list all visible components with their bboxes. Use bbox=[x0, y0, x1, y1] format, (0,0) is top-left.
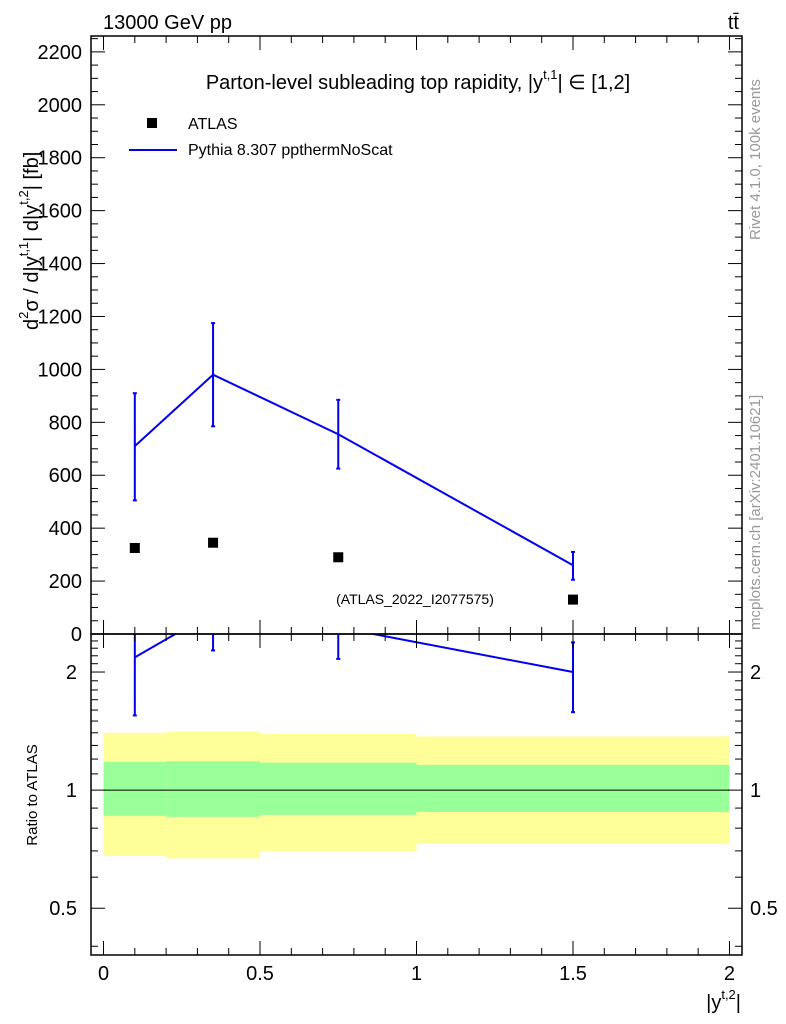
ratio-band-inner bbox=[416, 764, 730, 812]
x-tick-label: 1.5 bbox=[559, 963, 587, 985]
atlas-data-point bbox=[129, 543, 140, 554]
ratio-band-inner bbox=[260, 762, 417, 815]
ylabel-end: | [fb] bbox=[21, 152, 43, 191]
process-label: tt̄ bbox=[728, 12, 740, 34]
main-y-tick-label: 2000 bbox=[38, 95, 83, 117]
ratio-y-tick-label-left: 1 bbox=[66, 780, 77, 802]
analysis-watermark: (ATLAS_2022_I2077575) bbox=[336, 591, 494, 607]
xlabel-sup: t,2 bbox=[721, 987, 735, 1002]
ratio-y-tick-label-left: 0.5 bbox=[49, 898, 77, 920]
legend-pythia-label: Pythia 8.307 ppthermNoScat bbox=[188, 142, 393, 159]
x-tick-label: 0.5 bbox=[246, 963, 274, 985]
mcplots-reference-label: mcplots.cern.ch [arXiv:2401.10621] bbox=[747, 395, 764, 630]
x-tick-label: 0 bbox=[98, 963, 109, 985]
legend: ATLAS Pythia 8.307 ppthermNoScat bbox=[129, 116, 393, 159]
ylabel-sigma: σ / d|y bbox=[21, 256, 43, 311]
x-axis-label: |yt,2| bbox=[706, 987, 741, 1014]
rivet-version-label: Rivet 4.1.0, 100k events bbox=[747, 79, 764, 240]
ratio-y-tick-label-right: 0.5 bbox=[750, 898, 778, 920]
legend-atlas-marker bbox=[147, 118, 157, 128]
chart-title-main: Parton-level subleading top rapidity, |y bbox=[206, 72, 543, 94]
ratio-y-tick-label-left: 2 bbox=[66, 662, 77, 684]
main-y-tick-label: 200 bbox=[49, 571, 82, 593]
ratio-band-inner bbox=[166, 761, 261, 817]
chart-title-tail: | ∈ [1,2] bbox=[558, 72, 631, 94]
main-plot-frame: 0 200 400 600 800 1000 1200 1400 1600 1800 2000 220… bbox=[38, 35, 743, 646]
ylabel-sup-t2: t,2 bbox=[16, 190, 31, 204]
energy-label: 13000 GeV pp bbox=[103, 12, 232, 34]
chart-title-sup: t,1 bbox=[543, 67, 557, 82]
main-y-tick-label: 1600 bbox=[38, 201, 83, 223]
main-y-tick-label: 2200 bbox=[38, 42, 83, 64]
ratio-y-tick-label-right: 2 bbox=[750, 662, 761, 684]
pythia-line bbox=[134, 373, 574, 567]
main-y-tick-label: 1800 bbox=[38, 148, 83, 170]
main-y-tick-label: 800 bbox=[49, 412, 82, 434]
main-y-tick-label: 1200 bbox=[38, 306, 83, 328]
ratio-band-inner bbox=[103, 761, 167, 816]
xlabel-post: | bbox=[736, 992, 741, 1014]
atlas-data-point bbox=[567, 594, 578, 605]
ylabel-sup-t1: t,1 bbox=[16, 242, 31, 256]
main-plot-area bbox=[129, 322, 578, 605]
atlas-data-point bbox=[208, 537, 219, 548]
ratio-plot-frame: 0 0.5 1 1.5 2 0.5 0.5 1 1 2 2 bbox=[49, 633, 778, 985]
x-tick-label: 1 bbox=[411, 963, 422, 985]
main-y-axis-label: d2σ / d|yt,1| d|yt,2| [fb] bbox=[16, 152, 43, 330]
x-tick-label: 2 bbox=[724, 963, 735, 985]
ratio-y-axis-label: Ratio to ATLAS bbox=[24, 744, 41, 845]
atlas-data-point bbox=[333, 552, 344, 563]
ylabel-d: d bbox=[21, 319, 43, 330]
ratio-pythia-line bbox=[134, 634, 574, 674]
main-y-tick-label: 0 bbox=[71, 624, 82, 646]
main-y-tick-label: 1400 bbox=[38, 254, 83, 276]
xlabel-pre: |y bbox=[706, 992, 721, 1014]
ylabel-mid: | d|y bbox=[21, 205, 43, 242]
ratio-y-tick-label-right: 1 bbox=[750, 780, 761, 802]
ylabel-sup-2: 2 bbox=[16, 312, 31, 319]
main-y-tick-label: 600 bbox=[49, 465, 82, 487]
chart-title: Parton-level subleading top rapidity, |y… bbox=[206, 67, 630, 94]
ratio-plot-area bbox=[103, 634, 730, 859]
legend-atlas-label: ATLAS bbox=[188, 116, 238, 133]
main-y-tick-label: 400 bbox=[49, 518, 82, 540]
main-y-tick-label: 1000 bbox=[38, 359, 83, 381]
